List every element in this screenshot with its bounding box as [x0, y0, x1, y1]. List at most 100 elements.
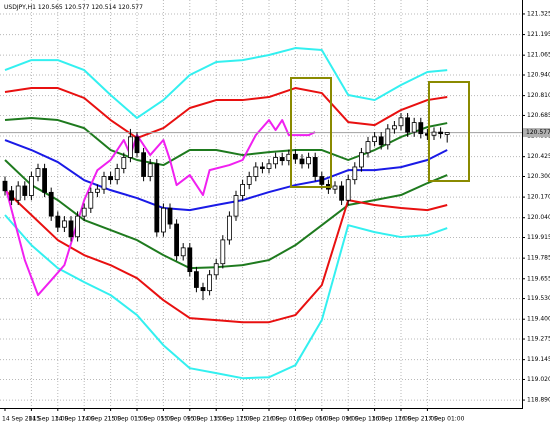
current-price-label: 120.577: [526, 129, 550, 136]
x-tick-label: 16 Sep 21:00: [398, 416, 438, 423]
candle-body: [385, 128, 391, 146]
high-value: 120.577: [65, 4, 90, 11]
close-value: 120.577: [118, 4, 143, 11]
candle-body: [200, 287, 206, 292]
candle-body: [35, 168, 41, 177]
candle-body: [187, 247, 193, 273]
candle-body: [213, 263, 219, 276]
candle-body: [418, 122, 424, 135]
candle-body: [160, 207, 166, 233]
candle-body: [273, 157, 279, 165]
candle-body: [226, 215, 232, 241]
candle-body: [292, 153, 298, 160]
y-tick-label: 119.020: [527, 376, 550, 383]
symbol: USDJPY,H1: [4, 4, 36, 11]
y-tick-label: 120.425: [527, 153, 550, 160]
y-tick-label: 121.325: [527, 10, 550, 17]
y-tick-label: 119.530: [527, 295, 550, 302]
candle-body: [22, 185, 28, 196]
candle-body: [134, 136, 140, 154]
candle-body: [246, 176, 252, 185]
x-tick-label: 14 Sep 2015: [2, 416, 40, 423]
axes: 121.325 121.195 121.065 120.940 120.810 120.6…: [2, 10, 550, 423]
x-tick-label: 16 Sep 05:00: [292, 416, 332, 423]
open-value: 120.565: [38, 4, 63, 11]
candle-body: [345, 179, 351, 201]
candle-body: [9, 190, 15, 201]
y-tick-label: 120.810: [527, 92, 550, 99]
candle-body: [207, 274, 213, 292]
candle-body: [88, 191, 94, 209]
candle-body: [319, 176, 325, 185]
indicator-line: [4, 87, 448, 140]
x-tick-label: 15 Sep 05:00: [134, 416, 174, 423]
candle-body: [391, 125, 397, 130]
candle-body: [75, 215, 80, 238]
candle-body: [167, 207, 173, 225]
candle-body: [306, 157, 312, 165]
x-tick-label: 16 Sep 13:00: [345, 416, 385, 423]
candle-body: [62, 220, 67, 228]
y-tick-label: 119.785: [527, 255, 550, 262]
candle-body: [193, 271, 199, 288]
indicator-line: [4, 119, 316, 297]
chart-title: USDJPY,H1 120.565 120.577 120.514 120.57…: [4, 4, 143, 11]
y-tick-label: 119.655: [527, 275, 550, 282]
candle-body: [372, 136, 378, 143]
candle-body: [220, 239, 226, 265]
candle-body: [233, 195, 239, 217]
y-tick-label: 119.400: [527, 316, 550, 323]
candle-body: [358, 152, 364, 168]
candle-body: [55, 215, 61, 228]
candle-body: [154, 163, 160, 233]
candle-body: [411, 122, 417, 133]
y-tick-label: 120.685: [527, 112, 550, 119]
y-tick-label: 119.915: [527, 234, 550, 241]
y-tick-label: 121.065: [527, 52, 550, 59]
candle-body: [95, 188, 100, 193]
candle-body: [28, 176, 34, 196]
candle-body: [378, 136, 384, 146]
candle-body: [259, 166, 265, 169]
candle-body: [81, 207, 87, 217]
x-tick-label: 14 Sep 17:00: [55, 416, 95, 423]
y-tick-label: 120.940: [527, 72, 550, 79]
indicator-line: [4, 116, 448, 167]
x-tick-label: 16 Sep 17:00: [372, 416, 412, 423]
low-value: 120.514: [91, 4, 116, 11]
highlight-box: [290, 77, 332, 188]
candle-body: [352, 166, 358, 181]
candle-body: [15, 185, 21, 201]
x-tick-label: 14 Sep 13:00: [28, 416, 68, 423]
x-tick-label: 14 Sep 21:00: [81, 416, 121, 423]
candle-body: [42, 168, 47, 193]
candle-body: [180, 247, 186, 257]
indicator-line: [4, 47, 448, 119]
candle-body: [114, 168, 120, 181]
x-tick-label: 16 Sep 01:00: [266, 416, 306, 423]
indicator-line: [4, 214, 448, 380]
y-tick-label: 119.275: [527, 336, 550, 343]
x-tick-label: 15 Sep 17:00: [213, 416, 253, 423]
candle-body: [431, 131, 437, 136]
candle-body: [108, 176, 113, 181]
x-tick-label: 15 Sep 21:00: [240, 416, 280, 423]
candle-body: [253, 166, 259, 177]
candle-body: [266, 163, 272, 169]
x-tick-label: 15 Sep 13:00: [187, 416, 227, 423]
candle-body: [121, 157, 127, 169]
current-price-box: [523, 128, 550, 138]
candle-body: [405, 117, 411, 133]
candles: [2, 113, 450, 301]
y-tick-label: 120.040: [527, 214, 550, 221]
x-tick-label: 15 Sep 09:00: [160, 416, 200, 423]
candle-body: [68, 220, 74, 238]
indicator-line: [4, 189, 448, 324]
candle-body: [48, 191, 54, 217]
candle-body: [101, 176, 107, 190]
candle-body: [174, 223, 180, 257]
y-tick-label: 119.145: [527, 356, 550, 363]
candle-body: [147, 163, 153, 177]
candle-body: [312, 157, 318, 177]
